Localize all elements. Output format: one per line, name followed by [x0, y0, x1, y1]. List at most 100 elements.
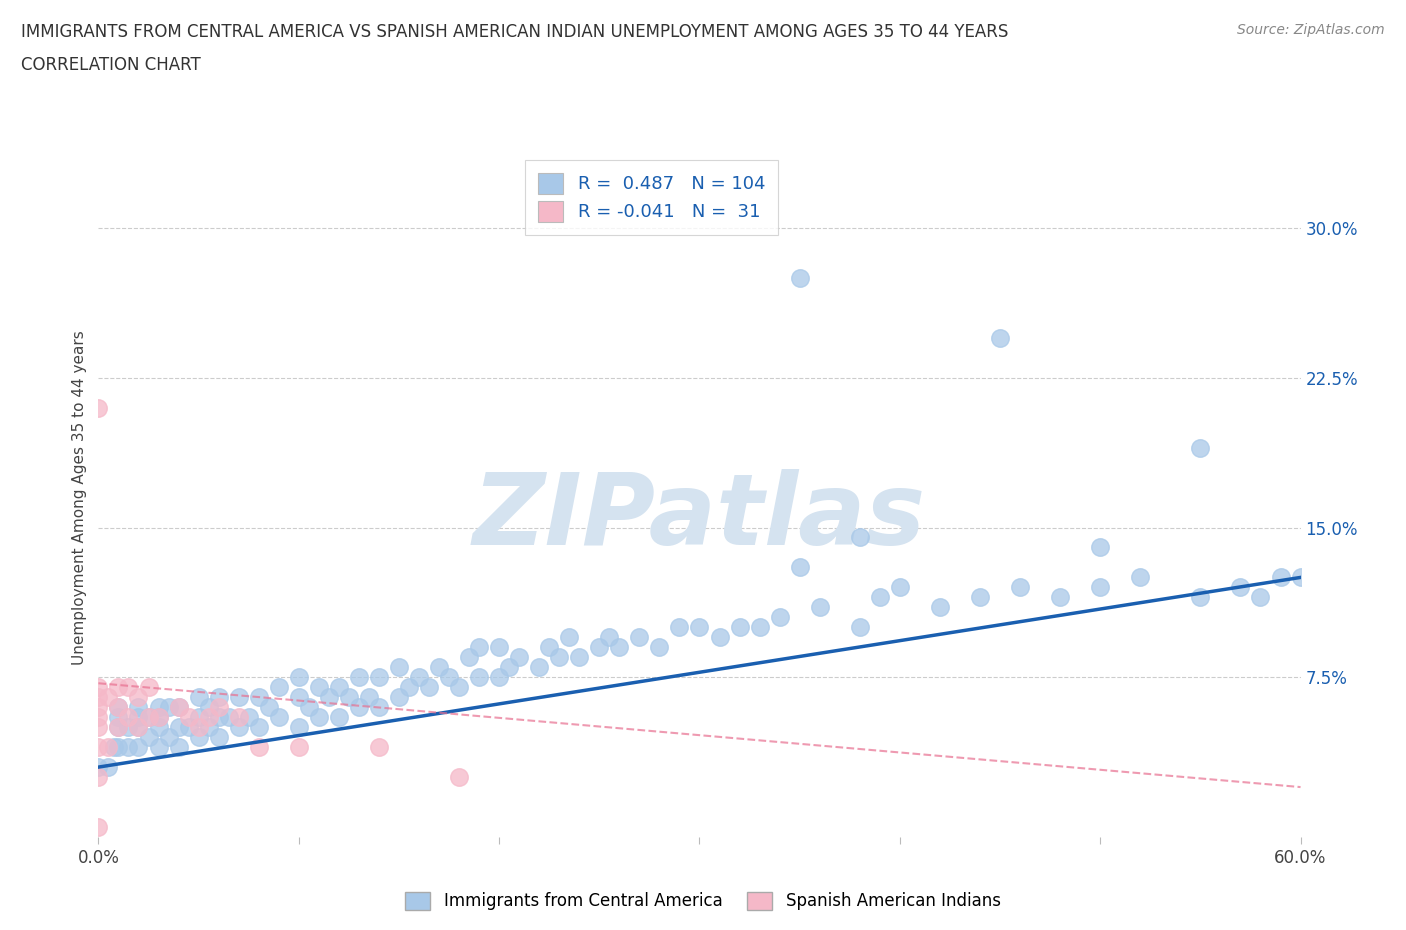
- Point: [388, 690, 411, 705]
- Point: [157, 699, 180, 714]
- Point: [107, 739, 129, 754]
- Point: [228, 710, 250, 724]
- Point: [458, 650, 481, 665]
- Point: [87, 760, 110, 775]
- Point: [709, 630, 731, 644]
- Point: [87, 710, 110, 724]
- Legend: R =  0.487   N = 104, R = -0.041   N =  31: R = 0.487 N = 104, R = -0.041 N = 31: [526, 160, 778, 234]
- Point: [869, 590, 891, 604]
- Text: Source: ZipAtlas.com: Source: ZipAtlas.com: [1237, 23, 1385, 37]
- Point: [598, 630, 620, 644]
- Point: [408, 670, 430, 684]
- Point: [988, 330, 1011, 345]
- Point: [368, 699, 391, 714]
- Point: [257, 699, 280, 714]
- Point: [1129, 570, 1152, 585]
- Point: [128, 690, 150, 705]
- Point: [107, 720, 129, 735]
- Point: [87, 680, 110, 695]
- Point: [1010, 580, 1032, 595]
- Point: [148, 739, 170, 754]
- Point: [288, 720, 311, 735]
- Point: [508, 650, 530, 665]
- Point: [218, 710, 240, 724]
- Point: [288, 739, 311, 754]
- Point: [128, 720, 150, 735]
- Point: [308, 680, 330, 695]
- Point: [1189, 440, 1212, 455]
- Point: [1250, 590, 1272, 604]
- Point: [128, 739, 150, 754]
- Point: [447, 680, 470, 695]
- Point: [427, 660, 450, 675]
- Point: [288, 690, 311, 705]
- Point: [187, 690, 209, 705]
- Point: [1049, 590, 1071, 604]
- Point: [769, 610, 792, 625]
- Point: [789, 560, 811, 575]
- Point: [558, 630, 581, 644]
- Point: [328, 680, 350, 695]
- Point: [288, 670, 311, 684]
- Point: [728, 620, 751, 635]
- Point: [87, 739, 110, 754]
- Point: [308, 710, 330, 724]
- Point: [148, 699, 170, 714]
- Point: [488, 640, 510, 655]
- Point: [87, 699, 110, 714]
- Point: [808, 600, 831, 615]
- Point: [167, 699, 190, 714]
- Point: [208, 699, 231, 714]
- Text: ZIPatlas: ZIPatlas: [472, 470, 927, 566]
- Point: [298, 699, 321, 714]
- Point: [87, 690, 110, 705]
- Point: [228, 690, 250, 705]
- Point: [648, 640, 671, 655]
- Point: [488, 670, 510, 684]
- Point: [187, 730, 209, 745]
- Point: [117, 680, 139, 695]
- Point: [238, 710, 260, 724]
- Point: [267, 680, 290, 695]
- Point: [167, 699, 190, 714]
- Point: [208, 710, 231, 724]
- Point: [1189, 590, 1212, 604]
- Point: [689, 620, 711, 635]
- Point: [187, 720, 209, 735]
- Point: [167, 720, 190, 735]
- Point: [138, 680, 160, 695]
- Point: [107, 720, 129, 735]
- Point: [347, 699, 370, 714]
- Point: [748, 620, 770, 635]
- Point: [368, 670, 391, 684]
- Point: [157, 730, 180, 745]
- Point: [97, 760, 120, 775]
- Point: [167, 739, 190, 754]
- Point: [117, 739, 139, 754]
- Point: [498, 660, 520, 675]
- Point: [388, 660, 411, 675]
- Point: [177, 710, 200, 724]
- Point: [148, 720, 170, 735]
- Point: [328, 710, 350, 724]
- Point: [318, 690, 340, 705]
- Point: [97, 690, 120, 705]
- Point: [87, 770, 110, 785]
- Point: [368, 739, 391, 754]
- Point: [247, 690, 270, 705]
- Point: [187, 710, 209, 724]
- Point: [357, 690, 380, 705]
- Point: [97, 739, 120, 754]
- Point: [128, 699, 150, 714]
- Point: [538, 640, 561, 655]
- Point: [447, 770, 470, 785]
- Point: [609, 640, 631, 655]
- Point: [228, 720, 250, 735]
- Point: [87, 819, 110, 834]
- Point: [117, 710, 139, 724]
- Point: [628, 630, 651, 644]
- Point: [267, 710, 290, 724]
- Point: [128, 710, 150, 724]
- Point: [1229, 580, 1251, 595]
- Text: CORRELATION CHART: CORRELATION CHART: [21, 56, 201, 73]
